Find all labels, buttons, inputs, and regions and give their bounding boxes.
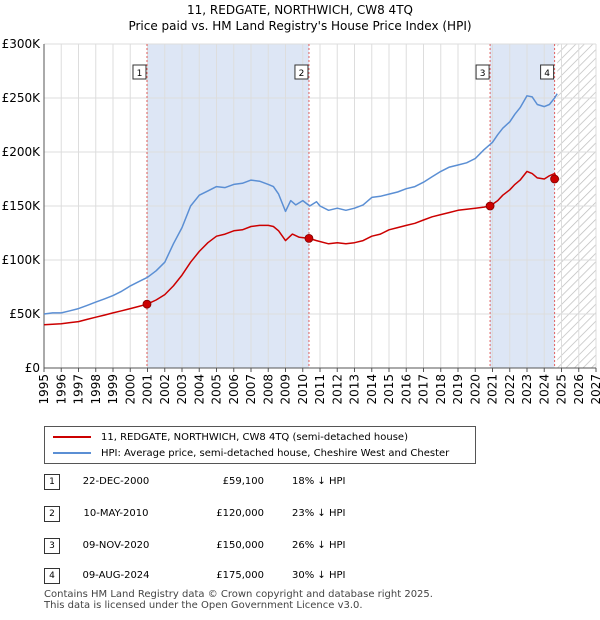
x-tick-label: 2026 <box>572 374 586 405</box>
x-tick-label: 2020 <box>468 374 482 405</box>
x-tick-label: 2000 <box>123 374 137 405</box>
sale-marker-label: 3 <box>480 69 486 79</box>
y-tick-label: £100K <box>2 253 42 267</box>
x-tick-label: 2023 <box>520 374 534 405</box>
y-tick-label: £0 <box>25 361 40 375</box>
x-tick-label: 2010 <box>296 374 310 405</box>
y-tick-label: £300K <box>2 37 42 51</box>
series-line-hpi <box>43 93 558 315</box>
sale-date: 10-MAY-2010 <box>83 508 149 519</box>
legend-swatch-hpi <box>53 452 91 454</box>
sale-marker-label: 2 <box>299 69 305 79</box>
x-tick-label: 2027 <box>589 374 600 405</box>
x-tick-label: 2025 <box>555 374 569 405</box>
x-tick-label: 2003 <box>175 374 189 405</box>
x-tick-label: 2005 <box>210 374 224 405</box>
legend-item-hpi: HPI: Average price, semi-detached house,… <box>53 446 449 460</box>
x-tick-label: 2014 <box>365 374 379 405</box>
sale-hpi-diff: 26% ↓ HPI <box>292 540 346 551</box>
x-tick-label: 1998 <box>89 374 103 405</box>
legend-label-hpi: HPI: Average price, semi-detached house,… <box>101 447 450 459</box>
x-tick-label: 2007 <box>244 374 258 405</box>
legend-swatch-property <box>53 436 91 438</box>
x-tick-label: 1997 <box>72 374 86 405</box>
sale-marker-label: 1 <box>137 69 143 79</box>
sale-number-badge: 4 <box>44 568 60 584</box>
y-tick-label: £150K <box>2 199 42 213</box>
sale-marker-badge <box>540 64 555 80</box>
x-tick-label: 2012 <box>330 374 344 405</box>
x-tick-label: 2024 <box>537 374 551 405</box>
sale-date: 09-NOV-2020 <box>82 540 150 551</box>
x-tick-label: 2002 <box>158 374 172 405</box>
sale-marker-badge <box>132 64 147 80</box>
sale-price: £175,000 <box>216 570 264 581</box>
sale-price: £120,000 <box>216 508 264 519</box>
x-tick-label: 1999 <box>106 374 120 405</box>
legend-item-property: 11, REDGATE, NORTHWICH, CW8 4TQ (semi-de… <box>53 430 408 444</box>
x-tick-label: 2009 <box>279 374 293 405</box>
x-tick-label: 2021 <box>486 374 500 405</box>
sale-price: £150,000 <box>216 540 264 551</box>
y-tick-label: £50K <box>9 307 41 321</box>
x-tick-label: 2004 <box>192 374 206 405</box>
y-tick-label: £250K <box>2 91 42 105</box>
legend: 11, REDGATE, NORTHWICH, CW8 4TQ (semi-de… <box>44 426 476 464</box>
sale-price: £59,100 <box>222 476 264 487</box>
x-tick-label: 2008 <box>261 374 275 405</box>
footer-line-1: Contains HM Land Registry data © Crown c… <box>44 589 433 600</box>
x-tick-label: 2022 <box>503 374 517 405</box>
x-tick-label: 2018 <box>434 374 448 405</box>
sale-date: 22-DEC-2000 <box>82 476 150 487</box>
sale-marker-label: 4 <box>544 69 550 79</box>
x-tick-label: 2013 <box>348 374 362 405</box>
sale-number-badge: 2 <box>44 506 60 522</box>
price-chart: 11, REDGATE, NORTHWICH, CW8 4TQ Price pa… <box>2 3 600 405</box>
sale-hpi-diff: 23% ↓ HPI <box>292 508 346 519</box>
sale-point <box>550 174 559 184</box>
sale-row: 3 09-NOV-2020 £150,000 26% ↓ HPI <box>44 538 464 554</box>
sale-row: 2 10-MAY-2010 £120,000 23% ↓ HPI <box>44 506 464 522</box>
x-tick-label: 2017 <box>417 374 431 405</box>
sale-number-badge: 3 <box>44 538 60 554</box>
sale-row: 1 22-DEC-2000 £59,100 18% ↓ HPI <box>44 474 464 490</box>
x-tick-label: 2015 <box>382 374 396 405</box>
sale-number-badge: 1 <box>44 474 60 490</box>
x-tick-label: 2011 <box>313 374 327 405</box>
x-tick-label: 2019 <box>451 374 465 405</box>
x-tick-label: 1996 <box>54 374 68 405</box>
sale-marker-badge <box>294 64 309 80</box>
y-tick-label: £200K <box>2 145 42 159</box>
sale-marker-badge <box>475 64 490 80</box>
sale-point <box>304 233 314 243</box>
x-tick-label: 2016 <box>399 374 413 405</box>
sale-date: 09-AUG-2024 <box>82 570 150 581</box>
sale-hpi-diff: 30% ↓ HPI <box>292 570 346 581</box>
x-tick-label: 1995 <box>37 374 51 405</box>
x-tick-label: 2006 <box>227 374 241 405</box>
sale-point <box>485 201 495 211</box>
footer: Contains HM Land Registry data © Crown c… <box>44 589 433 611</box>
chart-title: 11, REDGATE, NORTHWICH, CW8 4TQ <box>187 3 413 17</box>
sale-point <box>142 299 152 309</box>
x-tick-label: 2001 <box>141 374 155 405</box>
footer-line-2: This data is licensed under the Open Gov… <box>44 600 363 611</box>
sale-row: 4 09-AUG-2024 £175,000 30% ↓ HPI <box>44 568 464 584</box>
sale-hpi-diff: 18% ↓ HPI <box>292 476 346 487</box>
chart-subtitle: Price paid vs. HM Land Registry's House … <box>128 19 471 33</box>
legend-label-property: 11, REDGATE, NORTHWICH, CW8 4TQ (semi-de… <box>101 431 408 443</box>
